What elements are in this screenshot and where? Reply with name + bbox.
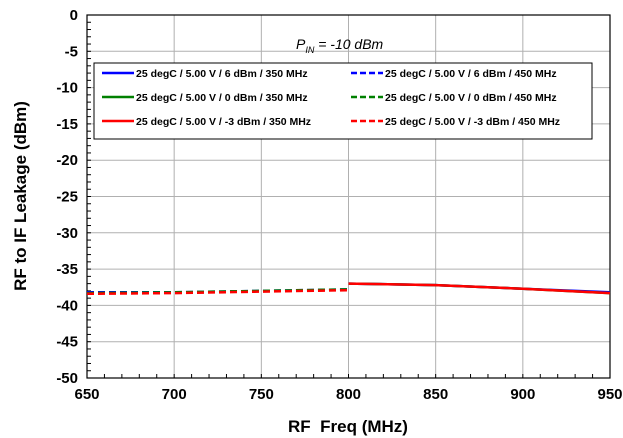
y-tick-label: -10 [56, 80, 78, 97]
x-tick-label: 850 [423, 386, 448, 403]
legend: 25 degC / 5.00 V / 6 dBm / 350 MHz 25 deg… [93, 62, 593, 140]
series-line [348, 282, 611, 295]
x-tick-label: 650 [74, 386, 99, 403]
legend-label: 25 degC / 5.00 V / 6 dBm / 450 MHz [385, 68, 557, 80]
y-tick-label: -35 [56, 261, 78, 278]
y-tick-label: -15 [56, 116, 78, 133]
legend-label: 25 degC / 5.00 V / -3 dBm / 450 MHz [385, 116, 560, 128]
y-tick-label: 0 [70, 7, 78, 24]
pin-annotation-p: P [296, 36, 306, 52]
y-tick-label: -40 [56, 297, 78, 314]
legend-box [93, 62, 593, 140]
x-axis-title: RF Freq (MHz) [288, 417, 408, 436]
svg-text:PIN = -10 dBm: PIN = -10 dBm [296, 36, 384, 55]
y-tick-label: -5 [65, 43, 78, 60]
legend-label: 25 degC / 5.00 V / -3 dBm / 350 MHz [136, 116, 311, 128]
x-tick-label: 700 [162, 386, 187, 403]
y-tick-label: -45 [56, 334, 78, 351]
y-tick-label: -25 [56, 189, 78, 206]
pin-annotation-sub: IN [305, 45, 315, 55]
grid [87, 15, 610, 378]
x-tick-label: 950 [597, 386, 622, 403]
y-tick-label: -30 [56, 225, 78, 242]
y-axis-title: RF to IF Leakage (dBm) [11, 101, 30, 291]
y-tick-label: -50 [56, 370, 78, 387]
pin-annotation: PIN = -10 dBm [296, 36, 384, 55]
y-tick-label: -20 [56, 152, 78, 169]
axis-ticks: 650 700 750 800 850 900 950 0 -5 -10 -15 -20 -25 -30 -… [56, 7, 622, 403]
series-layer [86, 282, 611, 296]
legend-label: 25 degC / 5.00 V / 0 dBm / 450 MHz [385, 92, 557, 104]
x-tick-label: 900 [510, 386, 535, 403]
x-tick-label: 750 [249, 386, 274, 403]
x-tick-label: 800 [336, 386, 361, 403]
legend-label: 25 degC / 5.00 V / 6 dBm / 350 MHz [136, 68, 308, 80]
legend-label: 25 degC / 5.00 V / 0 dBm / 350 MHz [136, 92, 308, 104]
pin-annotation-value: = -10 dBm [314, 36, 383, 52]
